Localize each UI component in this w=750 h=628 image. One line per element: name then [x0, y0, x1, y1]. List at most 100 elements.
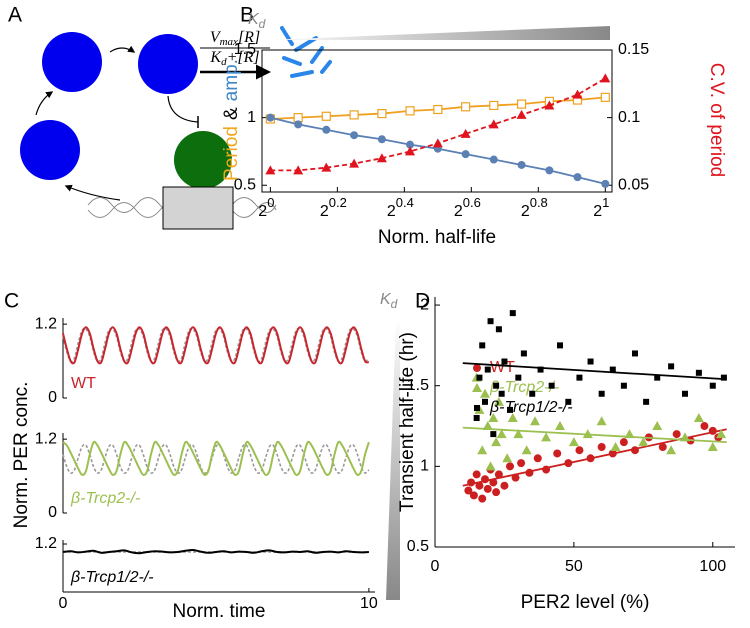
y-tick-label: 0.5 [407, 538, 429, 555]
point [600, 73, 611, 83]
point [480, 388, 490, 398]
rate-symbol: V [210, 29, 222, 46]
point [483, 484, 492, 493]
inhibition [167, 95, 199, 123]
point [516, 99, 527, 109]
point [489, 100, 499, 111]
y-tick-label: 1 [420, 458, 429, 475]
protein [42, 32, 102, 92]
x-tick-label: 21 [593, 195, 609, 220]
point [477, 445, 488, 455]
x-axis-label: Norm. time [173, 601, 266, 622]
arrow [35, 91, 54, 116]
point [492, 488, 501, 497]
x-tick-label: 20.2 [320, 195, 347, 220]
y-tick-label: 1 [247, 109, 256, 126]
x-tick-label: 0 [431, 558, 440, 575]
point [541, 432, 552, 442]
point [716, 429, 727, 439]
point [517, 459, 526, 468]
x-tick-label: 20.8 [521, 195, 548, 220]
point [377, 135, 386, 144]
point [600, 92, 610, 102]
point [322, 125, 331, 134]
diagram: Vmax[R] Kd+[R] [20, 26, 332, 230]
point [482, 398, 488, 405]
point [488, 119, 499, 129]
y-axis-label-part: & [221, 107, 242, 120]
point [490, 431, 497, 438]
point [478, 494, 487, 503]
plot-frame [261, 49, 613, 193]
point [321, 111, 331, 121]
point [405, 106, 415, 116]
tick-base: 2 [521, 203, 530, 220]
rate-numerator: Vmax[R] [210, 29, 260, 48]
point [321, 162, 332, 172]
point [506, 462, 514, 471]
point [693, 412, 704, 422]
point [576, 374, 583, 381]
point [377, 108, 387, 119]
point [572, 89, 583, 99]
tick-exponent: 0 [267, 195, 274, 210]
point [533, 454, 542, 463]
point [575, 446, 584, 455]
fit-line [462, 362, 727, 381]
x-tick-label: 20 [258, 195, 274, 220]
point [682, 390, 688, 397]
point [632, 350, 638, 357]
tick-base: 2 [593, 203, 602, 220]
y-tick-label: 0.5 [234, 176, 256, 193]
y-tick-label: 1.2 [35, 430, 57, 447]
protein [138, 34, 198, 94]
point [597, 443, 606, 451]
point [545, 166, 554, 175]
y-axis-label: Norm. PER conc. [11, 382, 32, 529]
subplot-label: β-Trcp2-/- [70, 490, 140, 507]
series-line [62, 326, 370, 365]
point [293, 165, 304, 175]
point [405, 146, 416, 156]
kd-gradient [268, 26, 610, 40]
x-tick-label: 50 [565, 558, 583, 575]
point [658, 443, 667, 451]
point [513, 429, 524, 439]
point [460, 128, 471, 138]
rate-symbol: +[R] [227, 49, 260, 66]
point [498, 390, 505, 397]
y-axis-label-part: amp. [221, 59, 242, 101]
promoter [162, 186, 234, 230]
arrow [64, 184, 121, 201]
point [473, 414, 480, 421]
point [537, 366, 544, 373]
point [349, 110, 359, 120]
panel-label: C [4, 290, 19, 313]
point [491, 437, 502, 447]
point [294, 120, 303, 129]
point [474, 405, 480, 411]
point [553, 449, 562, 458]
point [544, 100, 555, 110]
x-tick-label: 20.6 [454, 195, 481, 220]
y-tick-label: 1.2 [35, 315, 57, 332]
point [266, 113, 275, 122]
x-tick-label: 10 [360, 595, 378, 612]
point [548, 382, 555, 389]
y-tick-label: 0 [48, 389, 57, 406]
x-axis-label: Norm. half-life [378, 227, 496, 248]
fit-line [462, 426, 727, 444]
point [601, 179, 610, 188]
series-line [62, 327, 370, 363]
subplot-label: WT [71, 375, 96, 392]
point [349, 158, 360, 168]
point [484, 366, 491, 373]
point [488, 412, 499, 422]
point [598, 390, 605, 397]
point [596, 416, 607, 426]
point [494, 470, 503, 479]
x-tick-label: 100 [699, 558, 726, 575]
point [666, 445, 677, 455]
tick-exponent: 0.4 [396, 195, 414, 210]
